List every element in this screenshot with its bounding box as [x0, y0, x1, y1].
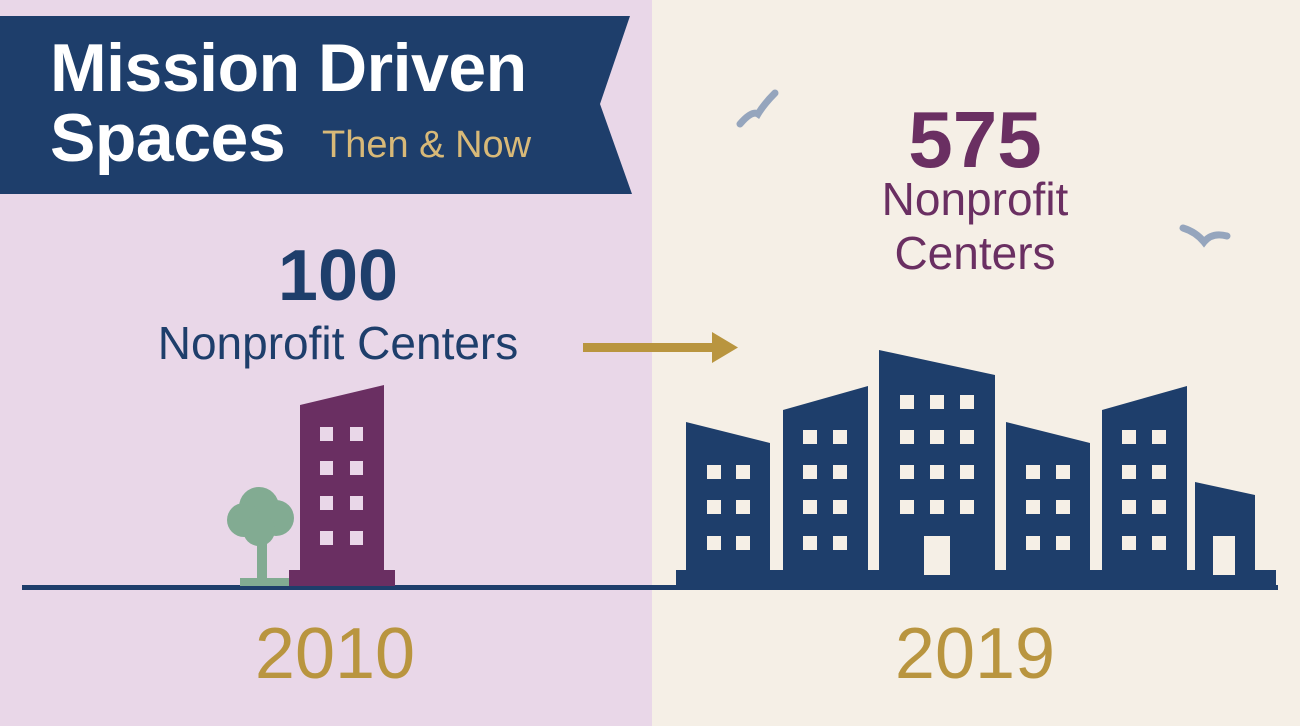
count-2019: 575: [908, 95, 1042, 184]
label-2019-line-1: Nonprofit: [881, 173, 1069, 225]
label-2019-line-2: Centers: [894, 227, 1056, 279]
count-2010: 100: [277, 236, 399, 316]
label-2010: Nonprofit Centers: [157, 317, 519, 369]
title-line-1: Mission Driven: [50, 30, 527, 106]
year-2019: 2019: [894, 614, 1056, 694]
title-line-2: Spaces: [50, 100, 286, 176]
year-2010: 2010: [254, 614, 416, 694]
title-subtitle: Then & Now: [322, 124, 532, 166]
